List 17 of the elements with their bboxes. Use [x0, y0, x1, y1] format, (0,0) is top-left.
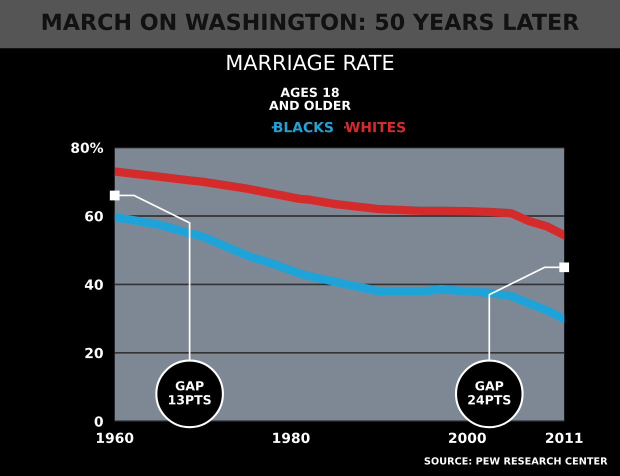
y-tick-label: 0 [94, 416, 103, 427]
annotation: GAP 24PTS [468, 381, 510, 405]
chart-subtitle: MARRIAGE RATE [227, 54, 394, 70]
y-tick-label: 80% [71, 142, 104, 154]
y-tick-label: 20 [85, 348, 103, 358]
y-tick-label: 40 [84, 279, 103, 290]
y-tick-label: 60 [85, 210, 103, 222]
annotation: GAP 13PTS [168, 381, 211, 405]
legend-label: BLACKS [274, 122, 333, 132]
x-tick-label: 1960 [96, 432, 134, 444]
source-note: SOURCE: PEW RESEARCH CENTER [424, 457, 608, 465]
chart-title: MARCH ON WASHINGTON: 50 YEARS LATER [42, 13, 579, 30]
legend-label: WHITES [345, 122, 406, 132]
text: AGES 18 AND OLDER [269, 88, 351, 110]
x-tick-label: 2000 [449, 432, 486, 444]
x-tick-label: 2011 [546, 432, 583, 444]
x-tick-label: 1980 [273, 432, 310, 444]
